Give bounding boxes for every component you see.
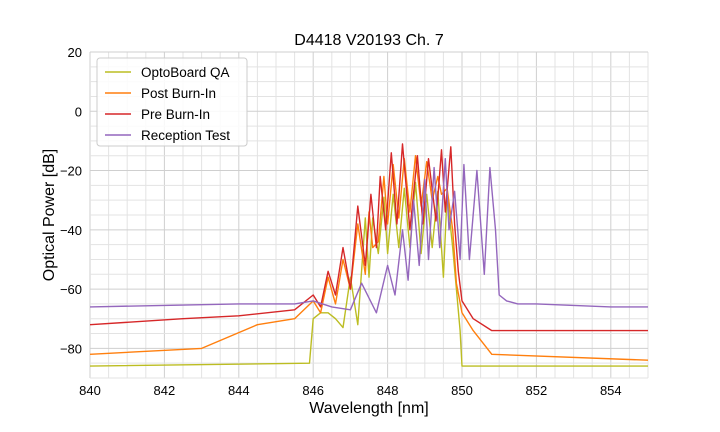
series-line-reception-test xyxy=(90,158,648,314)
y-tick-label: −40 xyxy=(60,223,82,238)
chart-title: D4418 V20193 Ch. 7 xyxy=(294,32,444,49)
x-tick-label: 850 xyxy=(451,383,473,398)
y-tick-label: 0 xyxy=(75,104,82,119)
x-axis: 840 842 844 846 848 850 852 854 xyxy=(79,383,622,398)
legend-box xyxy=(96,57,248,147)
y-tick-label: −60 xyxy=(60,282,82,297)
x-tick-label: 846 xyxy=(302,383,324,398)
legend-label: Pre Burn-In xyxy=(141,107,210,122)
legend-label: Post Burn-In xyxy=(141,86,216,101)
x-tick-label: 840 xyxy=(79,383,101,398)
x-tick-label: 848 xyxy=(377,383,399,398)
x-tick-label: 854 xyxy=(600,383,622,398)
series-line-post-burn-in xyxy=(90,155,648,361)
x-tick-label: 844 xyxy=(228,383,250,398)
series-layer xyxy=(90,143,648,367)
y-tick-label: −20 xyxy=(60,164,82,179)
y-axis: 20 0 −20 −40 −60 −80 xyxy=(60,45,82,356)
legend-label: Reception Test xyxy=(141,128,230,143)
y-axis-label: Optical Power [dB] xyxy=(41,149,58,282)
y-tick-label: −80 xyxy=(60,341,82,356)
y-tick-label: 20 xyxy=(68,45,82,60)
x-tick-label: 852 xyxy=(526,383,548,398)
x-tick-label: 842 xyxy=(154,383,176,398)
legend-label: OptoBoard QA xyxy=(141,65,230,80)
legend: OptoBoard QA Post Burn-In Pre Burn-In Recep… xyxy=(96,57,248,147)
x-axis-label: Wavelength [nm] xyxy=(309,400,428,417)
